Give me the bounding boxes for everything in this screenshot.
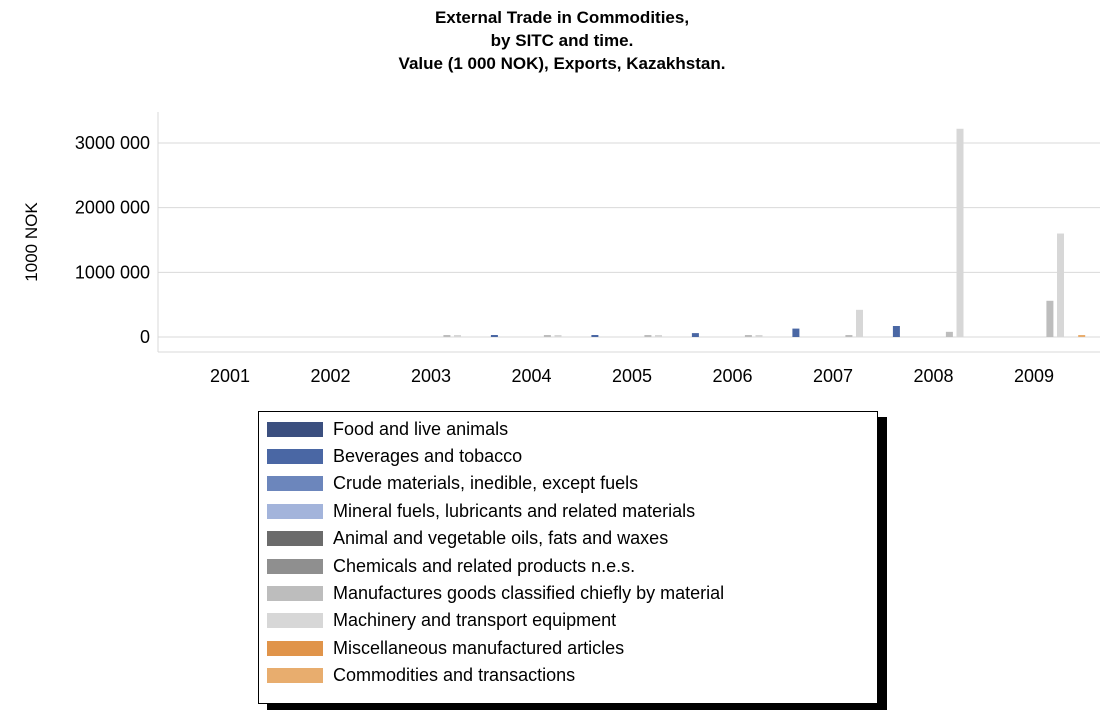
axis-layer: 0 1000 000 2000 000 3000 000 2001 2002 2003 200… <box>75 112 1100 386</box>
legend-swatch <box>267 668 323 684</box>
chart-title: External Trade in Commodities, by SITC a… <box>300 6 824 75</box>
x-tick-label: 2008 <box>913 366 953 386</box>
legend-swatch <box>267 421 323 437</box>
legend-swatch <box>267 613 323 629</box>
x-tick-label: 2009 <box>1014 366 1054 386</box>
bar <box>792 328 800 337</box>
bar <box>554 335 562 337</box>
x-tick-label: 2001 <box>210 366 250 386</box>
y-tick-label: 0 <box>140 327 150 347</box>
legend-swatch <box>267 585 323 601</box>
bar <box>454 335 461 337</box>
bar <box>945 331 953 337</box>
grid-layer <box>158 142 1100 338</box>
x-tick-label: 2005 <box>612 366 652 386</box>
y-axis-label: 1000 NOK <box>22 202 41 282</box>
legend-swatch <box>267 476 323 492</box>
bar <box>490 335 498 337</box>
legend-label: Mineral fuels, lubricants and related ma… <box>333 500 696 521</box>
bar <box>755 335 763 337</box>
x-tick-label: 2007 <box>813 366 853 386</box>
legend: Food and live animals Beverages and tobac… <box>258 411 878 704</box>
legend-item: Animal and vegetable oils, fats and waxe… <box>267 528 668 550</box>
bar <box>1046 300 1054 337</box>
legend-swatch <box>267 448 323 464</box>
legend-label: Beverages and tobacco <box>333 445 523 466</box>
bar <box>655 335 662 337</box>
legend-label: Machinery and transport equipment <box>333 610 617 631</box>
legend-item: Manufactures goods classified chiefly by… <box>267 582 724 604</box>
bar <box>1057 233 1064 337</box>
chart-title-line-1: External Trade in Commodities, <box>434 8 690 27</box>
bar <box>1078 335 1086 337</box>
bar <box>892 326 900 337</box>
x-tick-label: 2006 <box>712 366 752 386</box>
legend-swatch <box>267 531 323 547</box>
bar <box>856 309 863 337</box>
legend-label: Manufactures goods classified chiefly by… <box>333 582 725 603</box>
legend-label: Crude materials, inedible, except fuels <box>333 473 639 494</box>
chart-title-line-3: Value (1 000 NOK), Exports, Kazakhstan. <box>398 54 726 73</box>
legend-swatch <box>267 503 323 519</box>
legend-label: Commodities and transactions <box>333 665 576 686</box>
legend-item: Commodities and transactions <box>267 665 575 687</box>
legend-label: Animal and vegetable oils, fats and waxe… <box>333 528 669 549</box>
legend-item: Miscellaneous manufactured articles <box>267 637 624 659</box>
legend-label: Miscellaneous manufactured articles <box>333 637 625 658</box>
legend-label: Chemicals and related products n.e.s. <box>333 555 636 576</box>
bar <box>744 335 752 337</box>
bar <box>443 335 451 337</box>
legend-swatch <box>267 640 323 656</box>
bar <box>644 335 652 337</box>
legend-item: Crude materials, inedible, except fuels <box>267 473 638 495</box>
x-tick-label: 2004 <box>511 366 551 386</box>
legend-item: Food and live animals <box>267 418 508 440</box>
bar-chart: 0 1000 000 2000 000 3000 000 2001 2002 2003 200… <box>22 112 1100 386</box>
bar <box>591 335 599 337</box>
bars-layer <box>443 128 1086 337</box>
bar <box>956 128 964 337</box>
x-tick-label: 2002 <box>310 366 350 386</box>
bar <box>691 333 699 337</box>
x-tick-label: 2003 <box>411 366 451 386</box>
legend-item: Chemicals and related products n.e.s. <box>267 555 635 577</box>
legend-item: Mineral fuels, lubricants and related ma… <box>267 500 695 522</box>
legend-item: Beverages and tobacco <box>267 445 522 467</box>
chart-title-line-2: by SITC and time. <box>490 31 634 50</box>
legend-label: Food and live animals <box>333 418 509 439</box>
legend-swatch <box>267 558 323 574</box>
legend-item: Machinery and transport equipment <box>267 610 616 632</box>
bar <box>845 335 853 337</box>
y-tick-label: 3000 000 <box>75 133 150 153</box>
bar <box>543 335 551 337</box>
y-tick-label: 2000 000 <box>75 198 150 218</box>
y-tick-label: 1000 000 <box>75 262 150 282</box>
